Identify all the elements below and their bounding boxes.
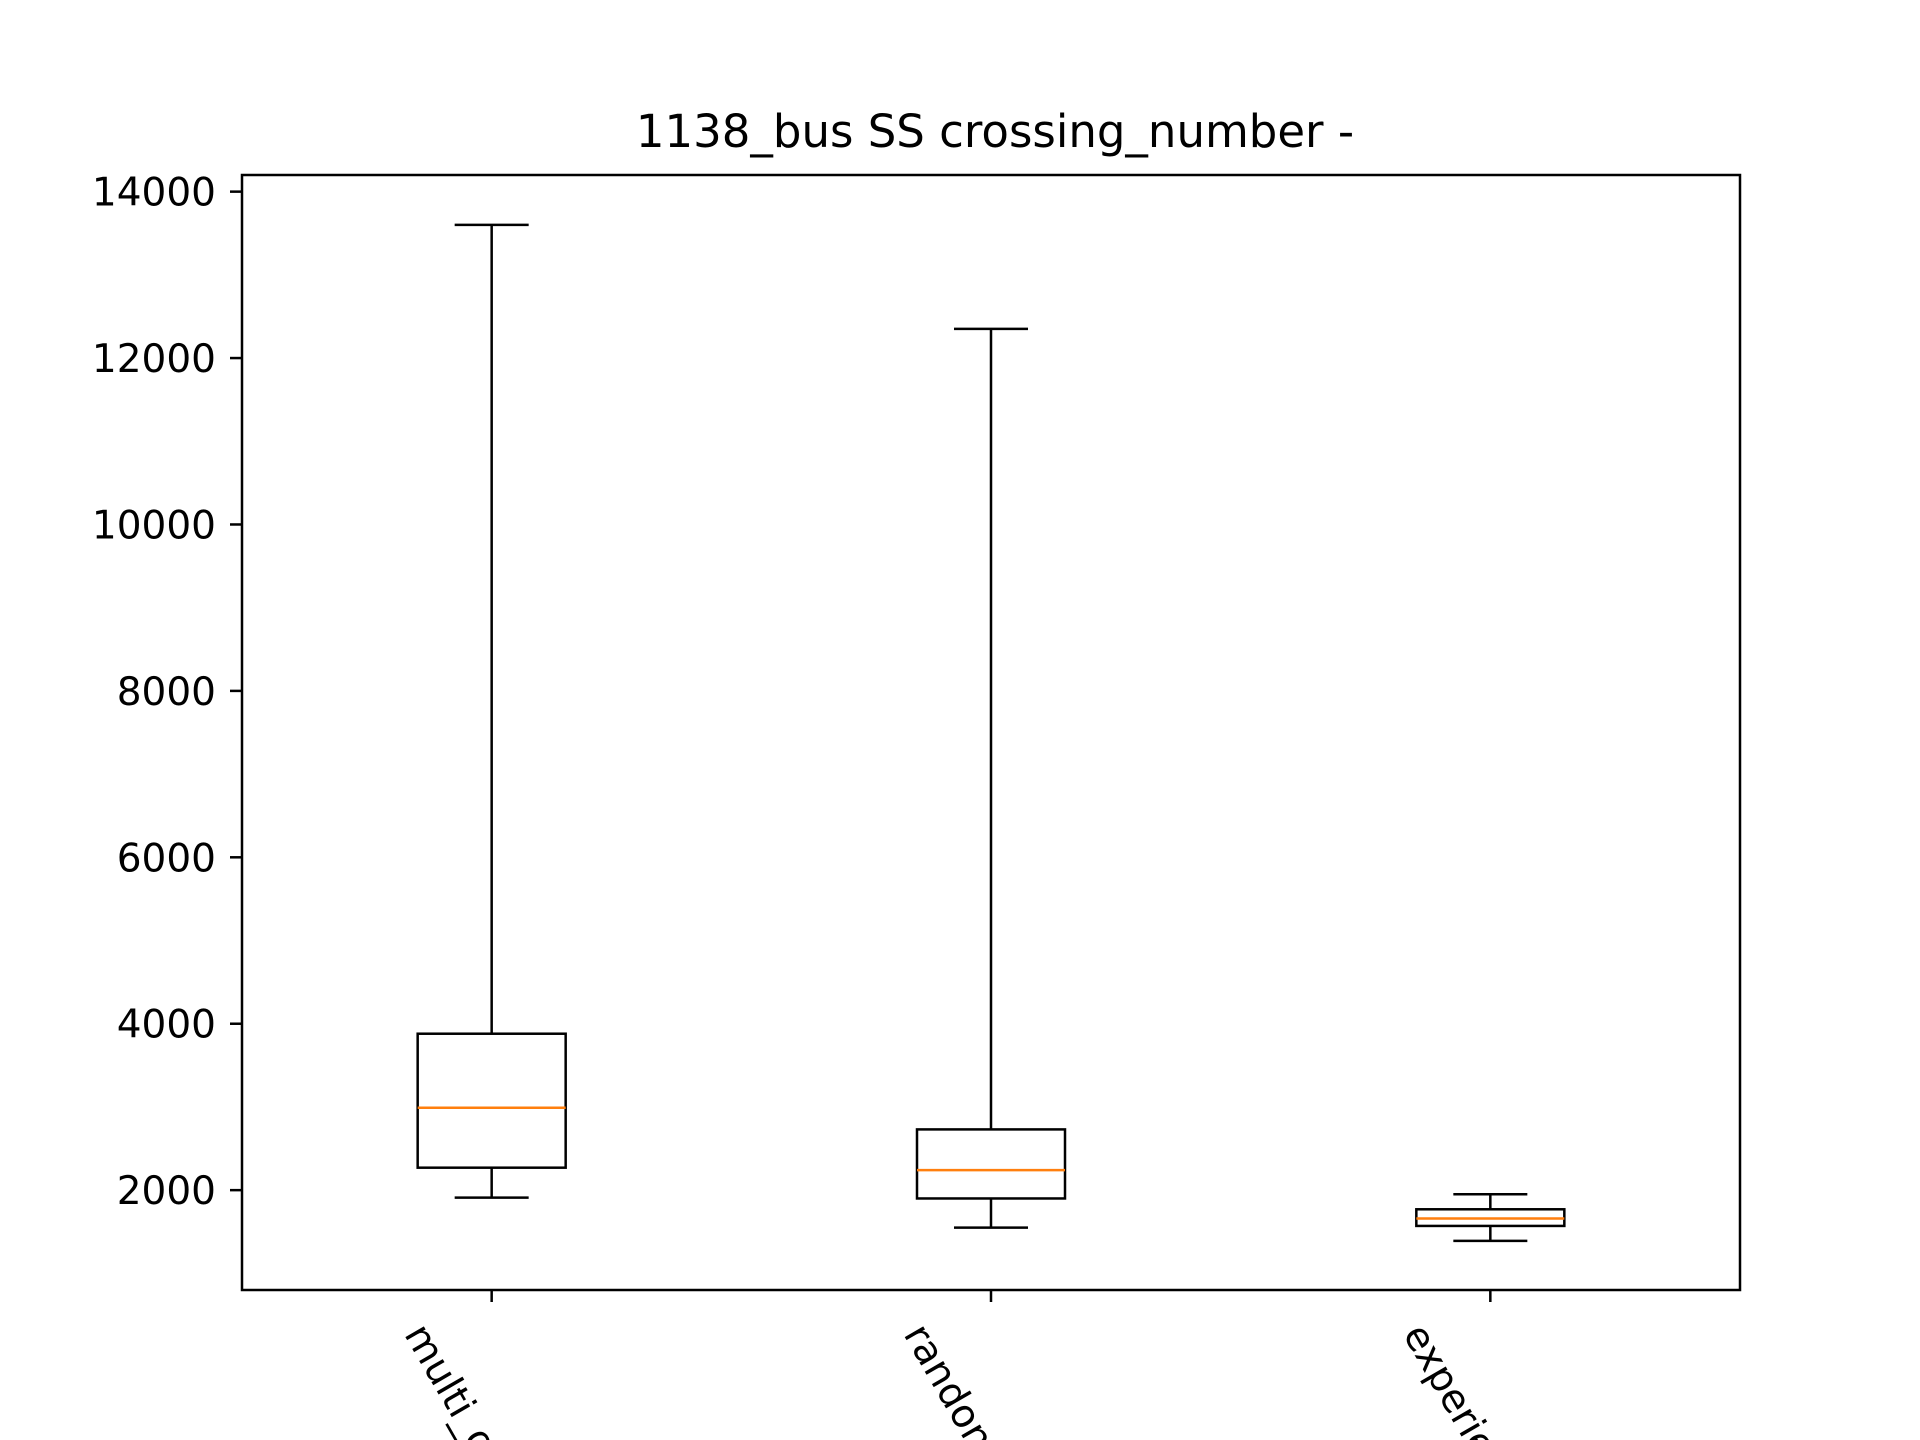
y-tick-label: 14000: [92, 171, 216, 216]
chart-title: 1138_bus SS crossing_number -: [636, 105, 1354, 158]
y-tick-label: 10000: [92, 503, 216, 548]
y-tick-label: 6000: [117, 836, 216, 881]
y-tick-label: 8000: [117, 670, 216, 715]
axes-frame: [240, 173, 1742, 1292]
box-iqr: [915, 1128, 1067, 1200]
y-tick-label: 2000: [117, 1169, 216, 1214]
box-iqr: [416, 1032, 567, 1169]
y-tick-label: 4000: [117, 1003, 216, 1048]
y-tick-label: 12000: [92, 337, 216, 382]
